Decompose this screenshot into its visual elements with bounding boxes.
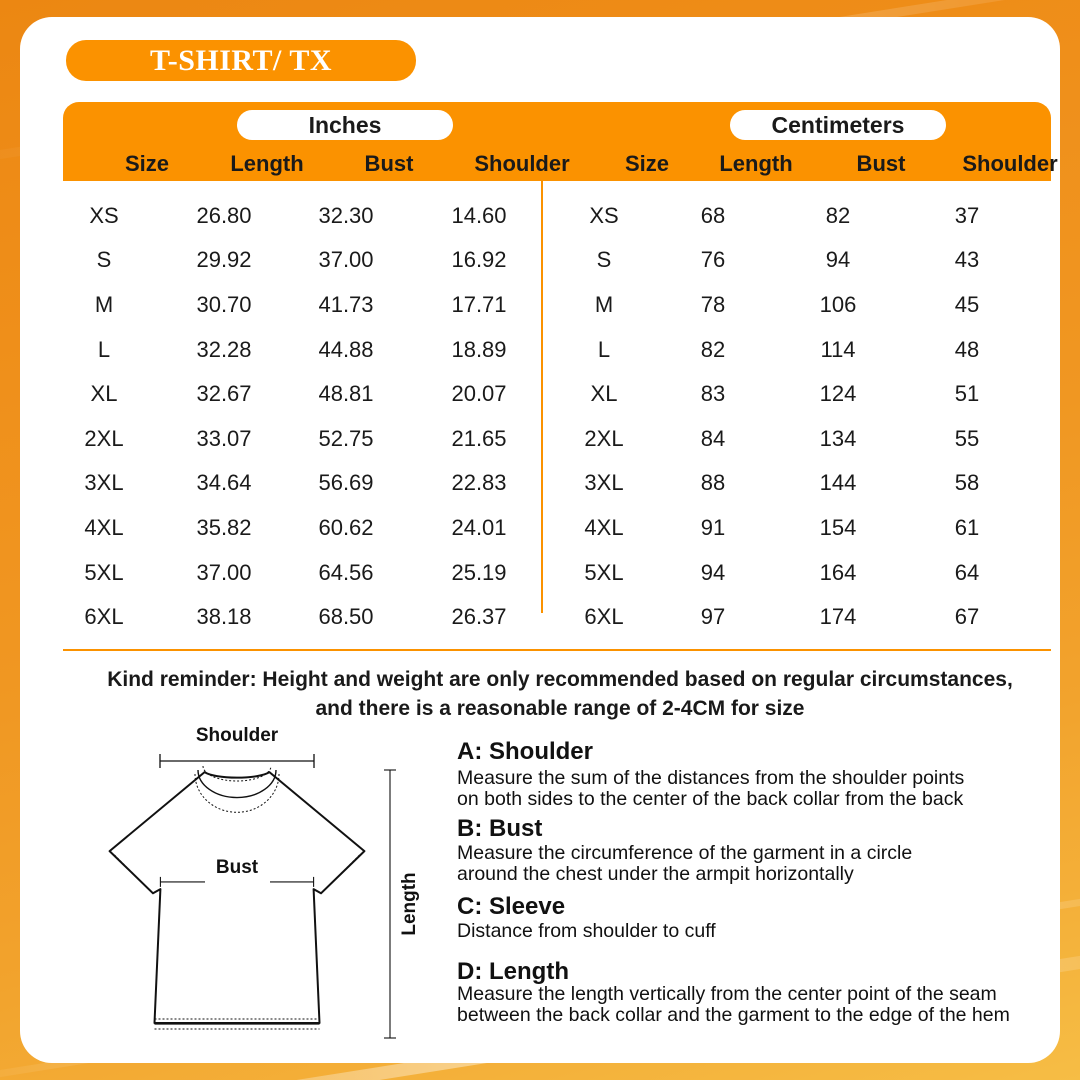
- svg-text:Length: Length: [399, 872, 420, 935]
- svg-text:Shoulder: Shoulder: [196, 725, 279, 746]
- svg-text:Bust: Bust: [216, 857, 259, 878]
